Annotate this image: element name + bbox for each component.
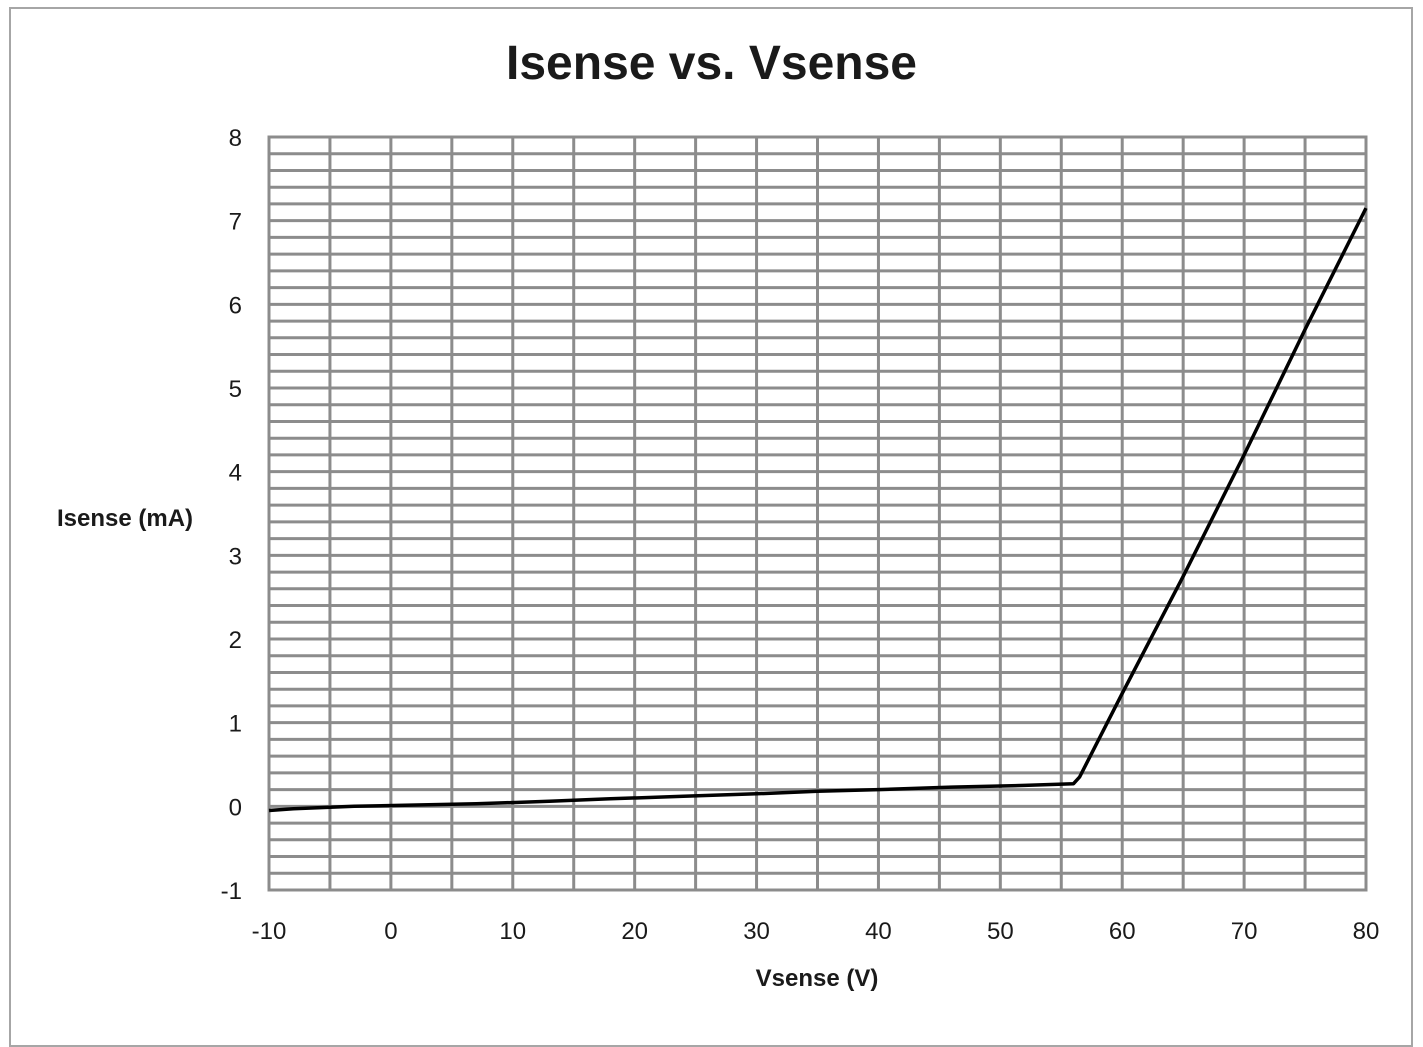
- series-group: [268, 207, 1368, 813]
- x-tick-label: 10: [499, 918, 526, 945]
- y-tick-label: 5: [229, 376, 242, 403]
- series-line: [268, 207, 1368, 813]
- y-tick-label: 3: [229, 543, 242, 570]
- x-tick-label: 80: [1353, 918, 1380, 945]
- x-tick-label: 60: [1109, 918, 1136, 945]
- x-tick-label: 20: [621, 918, 648, 945]
- y-tick-label: 8: [229, 125, 242, 152]
- chart-title: Isense vs. Vsense: [506, 37, 917, 90]
- x-tick-label: 70: [1231, 918, 1258, 945]
- y-tick-label: 7: [229, 209, 242, 236]
- x-tick-label: 50: [987, 918, 1014, 945]
- x-tick-labels: -10 0 10 20 30 40 50 60 70 80: [252, 918, 1380, 945]
- y-tick-label: 2: [229, 627, 242, 654]
- x-tick-label: 30: [743, 918, 770, 945]
- y-tick-label: 4: [229, 460, 242, 487]
- y-tick-label: -1: [221, 878, 242, 905]
- x-tick-label: -10: [252, 918, 287, 945]
- grid-lines: [267, 135, 1368, 892]
- x-tick-label: 40: [865, 918, 892, 945]
- y-tick-label: 0: [229, 794, 242, 821]
- y-axis-label: Isense (mA): [57, 505, 193, 532]
- plot-border: [267, 135, 1368, 892]
- y-tick-label: 1: [229, 711, 242, 738]
- y-tick-label: 6: [229, 292, 242, 319]
- x-tick-label: 0: [384, 918, 397, 945]
- x-axis-label: Vsense (V): [756, 965, 879, 992]
- y-tick-labels: -1 0 1 2 3 4 5 6 7 8: [221, 125, 242, 905]
